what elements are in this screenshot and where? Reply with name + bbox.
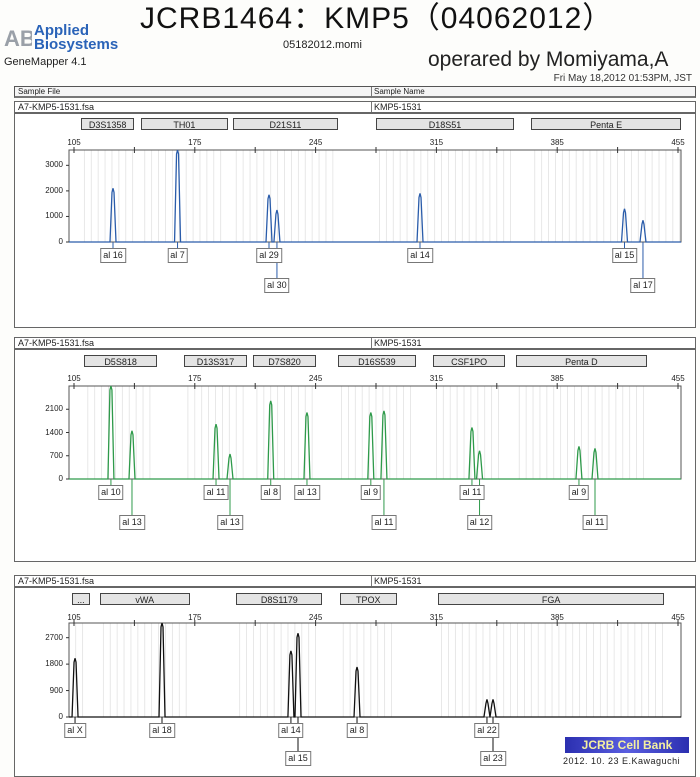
allele-label[interactable]: al 18 bbox=[149, 723, 175, 738]
allele-label[interactable]: al 14 bbox=[407, 248, 433, 263]
allele-label[interactable]: al 9 bbox=[569, 485, 590, 500]
allele-label[interactable]: al 22 bbox=[474, 723, 500, 738]
allele-label[interactable]: al X bbox=[64, 723, 86, 738]
plot-frame bbox=[69, 150, 681, 242]
allele-label[interactable]: al 16 bbox=[100, 248, 126, 263]
allele-label[interactable]: al 29 bbox=[256, 248, 282, 263]
column-header-row: Sample File Sample Name bbox=[14, 86, 696, 98]
allele-label[interactable]: al 17 bbox=[630, 278, 656, 293]
allele-label[interactable]: al 11 bbox=[583, 515, 608, 530]
allele-label[interactable]: al 23 bbox=[480, 751, 506, 766]
brand-line-2: Biosystems bbox=[34, 38, 118, 52]
allele-label[interactable]: al 13 bbox=[119, 515, 145, 530]
allele-label[interactable]: al 8 bbox=[260, 485, 281, 500]
allele-label[interactable]: al 14 bbox=[278, 723, 304, 738]
signature: 2012. 10. 23 E.Kawaguchi bbox=[563, 756, 680, 767]
allele-label[interactable]: al 15 bbox=[612, 248, 638, 263]
allele-label[interactable]: al 11 bbox=[460, 485, 485, 500]
software-version: GeneMapper 4.1 bbox=[4, 56, 87, 69]
allele-label[interactable]: al 10 bbox=[98, 485, 124, 500]
allele-label[interactable]: al 12 bbox=[467, 515, 493, 530]
allele-label[interactable]: al 13 bbox=[217, 515, 243, 530]
applied-biosystems-logo: AB bbox=[4, 26, 32, 50]
col-sample-file: Sample File bbox=[18, 87, 60, 96]
page-title: JCRB1464：KMP5（04062012） bbox=[140, 3, 613, 35]
allele-label[interactable]: al 9 bbox=[361, 485, 382, 500]
svg-text:AB: AB bbox=[4, 26, 32, 50]
trace-line bbox=[69, 150, 681, 242]
plot-frame bbox=[69, 386, 681, 479]
allele-label[interactable]: al 8 bbox=[347, 723, 368, 738]
col-sample-name: Sample Name bbox=[371, 87, 425, 96]
allele-label[interactable]: al 11 bbox=[204, 485, 229, 500]
operator-label: operared by Momiyama,A bbox=[428, 48, 668, 71]
report-date: Fri May 18,2012 01:53PM, JST bbox=[554, 73, 692, 84]
plot-area bbox=[15, 102, 695, 327]
allele-label[interactable]: al 30 bbox=[264, 278, 290, 293]
allele-label[interactable]: al 15 bbox=[285, 751, 311, 766]
allele-label[interactable]: al 7 bbox=[167, 248, 188, 263]
trace-line bbox=[69, 386, 681, 479]
allele-label[interactable]: al 13 bbox=[294, 485, 320, 500]
jcrb-cell-bank-badge: JCRB Cell Bank bbox=[565, 737, 689, 753]
allele-label[interactable]: al 11 bbox=[372, 515, 397, 530]
project-file: 05182012.momi bbox=[283, 39, 362, 51]
trace-line bbox=[69, 623, 681, 717]
